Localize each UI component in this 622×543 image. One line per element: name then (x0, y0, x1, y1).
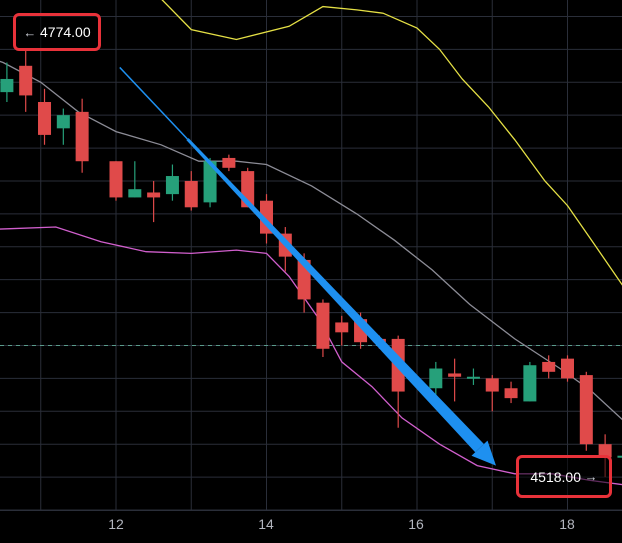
x-tick-18: 18 (559, 516, 575, 532)
candle-up (203, 161, 217, 203)
candle-down (598, 444, 612, 458)
candle-down (561, 358, 574, 379)
drawing-overlay (119, 66, 496, 466)
candle-down (504, 388, 518, 399)
trend-line-thin (119, 66, 189, 140)
indicator-lines (0, 0, 622, 486)
candle-down (184, 180, 198, 208)
arrow-right-icon: → (580, 469, 598, 484)
candle-down (109, 161, 123, 198)
candles (0, 49, 622, 478)
candle-down (316, 302, 330, 349)
candle-down (542, 361, 556, 372)
indicator-line-0 (161, 0, 622, 286)
trend-arrow-head (471, 440, 496, 466)
low-price-label: 4518.00 (530, 468, 581, 485)
candle-up (128, 189, 142, 198)
price-chart (0, 0, 622, 510)
chart-grid (0, 0, 622, 510)
candle-down (19, 65, 33, 96)
indicator-line-1 (0, 60, 622, 421)
candle-up (56, 115, 70, 129)
candle-up (466, 376, 480, 379)
x-tick-16: 16 (408, 516, 424, 532)
candle-down (335, 322, 349, 333)
arrow-left-icon: ← (23, 24, 40, 40)
candle-down (448, 373, 462, 377)
candle-down (222, 157, 236, 168)
candle-up (617, 455, 622, 458)
trend-arrow-shaft (186, 138, 484, 453)
candle-up (0, 78, 14, 93)
candle-up (429, 368, 443, 389)
candle-up (165, 176, 179, 195)
candle-up (523, 365, 537, 402)
high-price-label: 4774.00 (40, 24, 91, 40)
candle-down (579, 375, 593, 445)
x-tick-12: 12 (108, 516, 124, 532)
candle-down (38, 102, 52, 135)
x-tick-14: 14 (258, 516, 274, 532)
candle-down (75, 111, 89, 162)
candle-down (485, 378, 499, 392)
time-axis (0, 510, 622, 543)
candle-down (147, 192, 161, 198)
low-price-callout: 4518.00 → (516, 455, 612, 498)
high-price-callout: ← 4774.00 (13, 13, 101, 51)
